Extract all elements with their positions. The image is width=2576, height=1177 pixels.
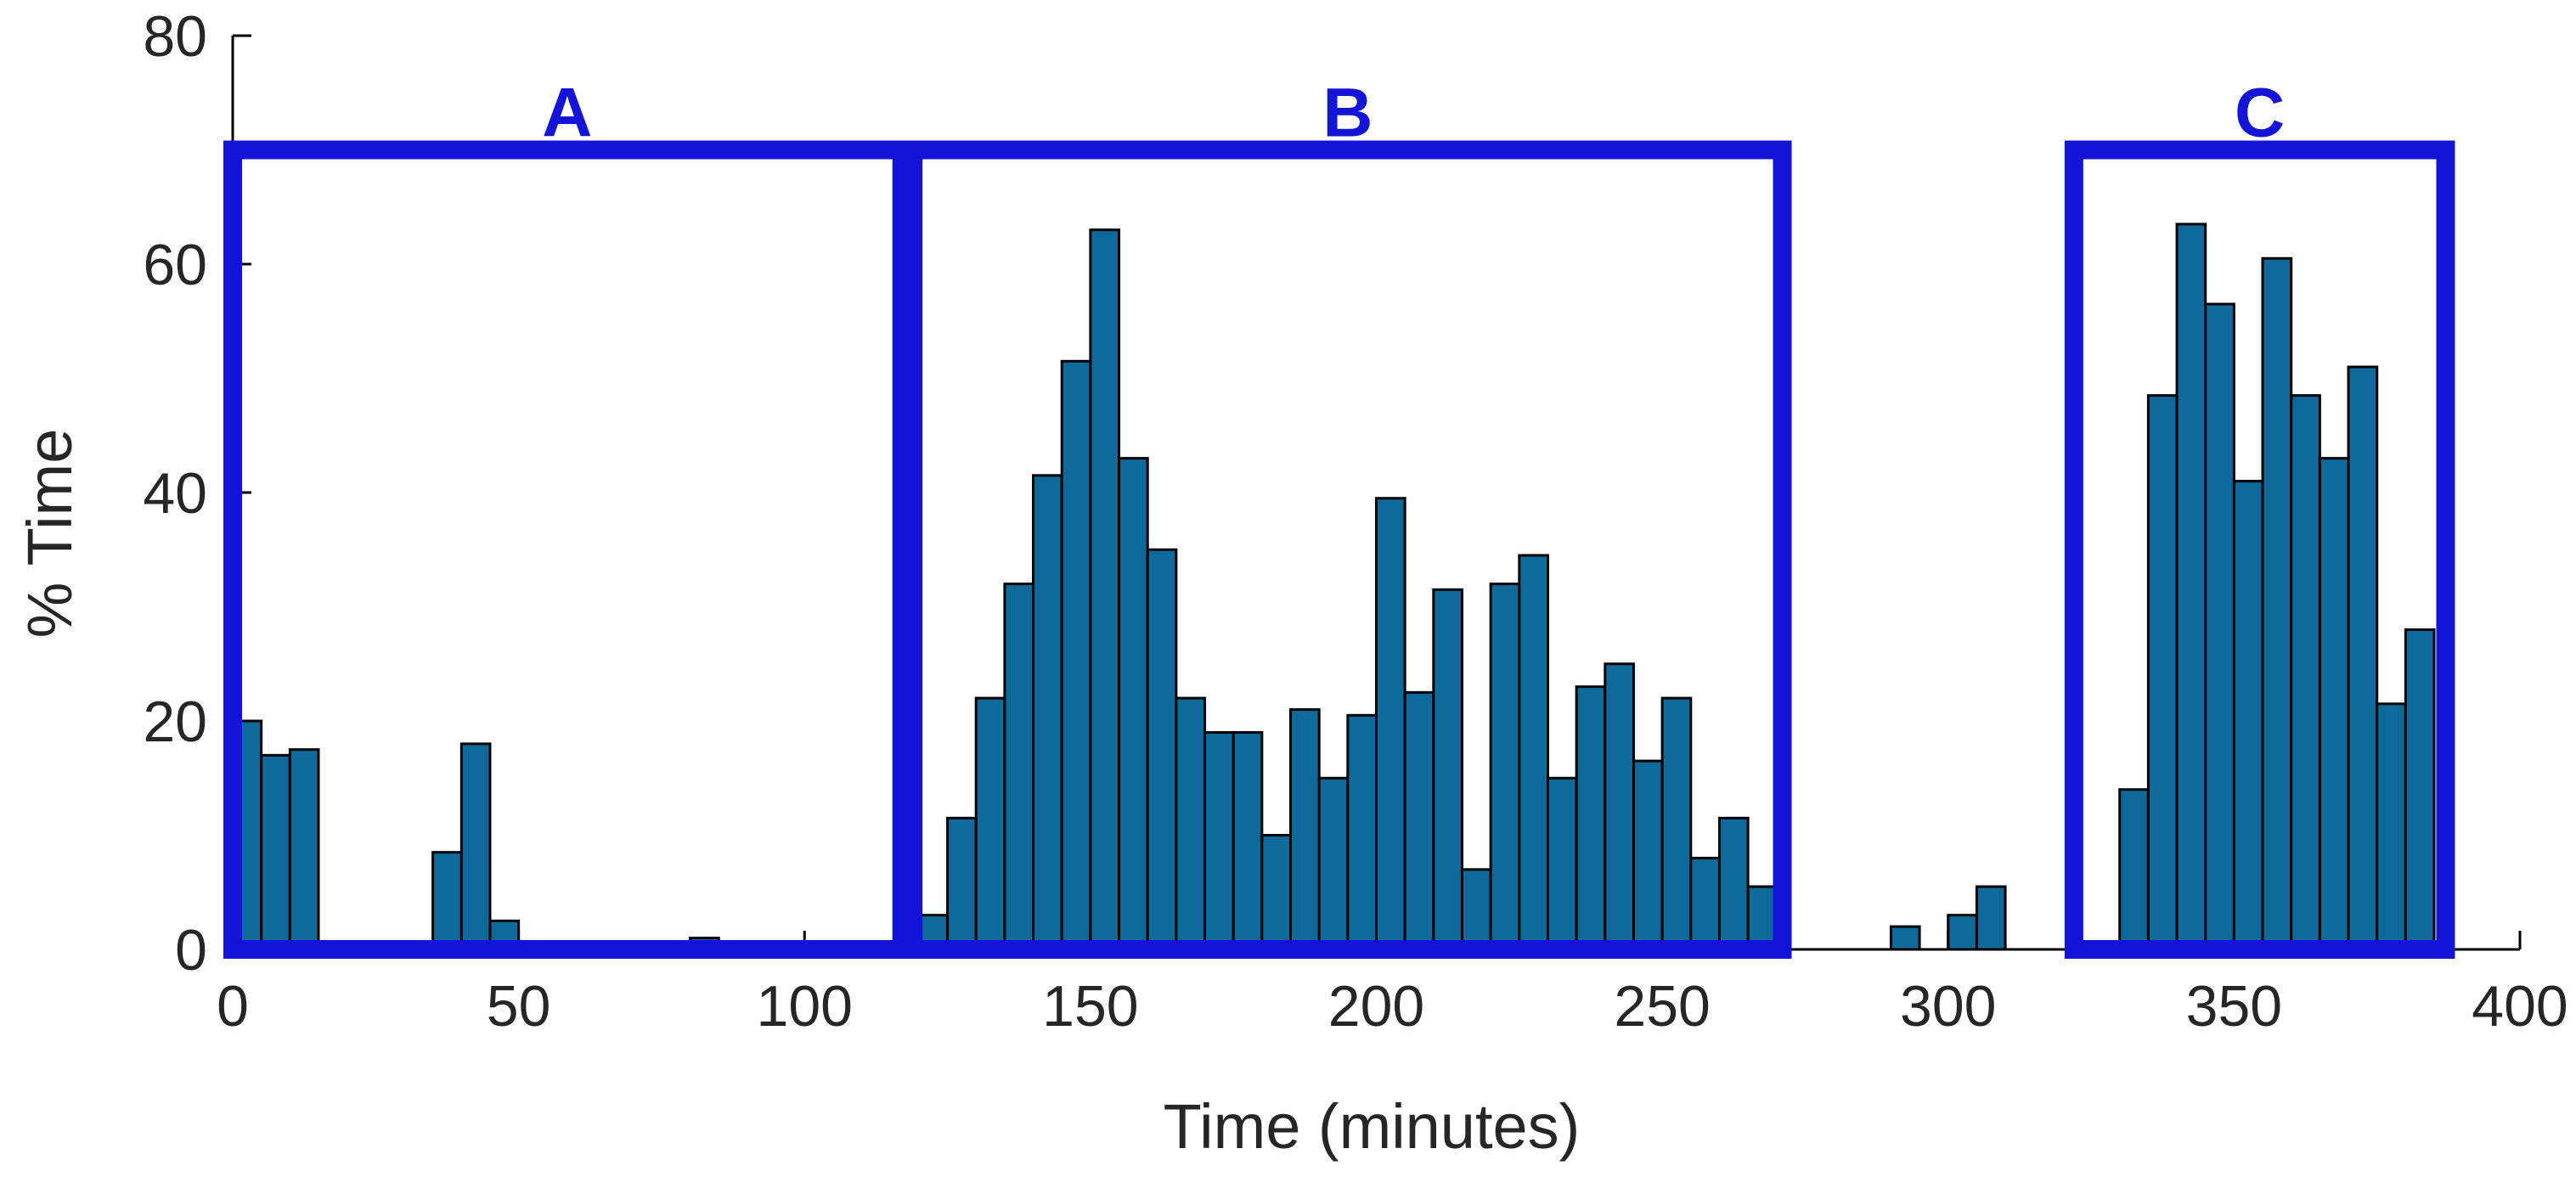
histogram-bar	[431, 851, 463, 951]
y-tick-label: 0	[175, 918, 207, 983]
histogram-bar	[1717, 816, 1750, 951]
histogram-bar	[2175, 222, 2207, 951]
histogram-bar	[260, 753, 291, 951]
y-tick-label: 20	[143, 690, 207, 754]
x-tick-label: 200	[1328, 974, 1424, 1039]
x-tick-label: 300	[1900, 974, 1996, 1039]
histogram-bar	[1118, 457, 1149, 951]
x-tick-label: 250	[1614, 974, 1710, 1039]
histogram-bar	[1175, 696, 1207, 951]
histogram-bar	[2347, 365, 2379, 951]
x-tick-label: 150	[1042, 974, 1138, 1039]
histogram-bar	[1575, 685, 1607, 951]
histogram-bar	[1060, 359, 1092, 951]
x-tick-label: 100	[757, 974, 853, 1039]
y-tick-label: 60	[143, 233, 207, 297]
histogram-bar	[1518, 554, 1549, 951]
histogram-bar	[1203, 730, 1235, 951]
histogram-bar	[1689, 856, 1721, 951]
histogram-bar	[1403, 690, 1435, 951]
histogram-bar	[1489, 583, 1521, 951]
histogram-bar	[1289, 708, 1321, 951]
histogram-bar	[2204, 302, 2235, 951]
histogram-bar	[1260, 834, 1293, 951]
histogram-bar	[2232, 480, 2264, 951]
y-tick-label: 40	[143, 461, 207, 526]
histogram-bar	[2146, 394, 2179, 951]
histogram-bar	[288, 748, 320, 951]
x-tick-label: 400	[2472, 974, 2568, 1039]
histogram-bar	[1604, 662, 1635, 951]
histogram-bar	[2404, 628, 2436, 951]
histogram-bar	[1375, 497, 1406, 951]
histogram-bar	[1889, 925, 1921, 951]
histogram-bar	[2376, 702, 2407, 951]
x-tick-label: 350	[2186, 974, 2282, 1039]
annotation-label-c: C	[2235, 75, 2285, 152]
histogram-bar	[2261, 256, 2293, 951]
histogram-bar	[1003, 583, 1035, 951]
x-tick-label: 0	[217, 974, 249, 1039]
annotation-box-a	[223, 140, 911, 959]
histogram-bar	[1746, 885, 1778, 951]
histogram-bar	[1460, 868, 1492, 951]
tick-labels: 0 50 100 150 200 250 300 350 400 0 20 40 60 80	[143, 4, 2568, 1039]
x-axis-title: Time (minutes)	[1164, 1091, 1581, 1162]
y-tick-label: 80	[143, 4, 207, 69]
annotation-box-b	[904, 140, 1792, 959]
histogram-bar	[946, 816, 978, 951]
histogram-bar	[459, 742, 492, 951]
histogram-bar	[1975, 885, 2007, 951]
histogram-bar	[2290, 394, 2321, 951]
y-axis-title: % Time	[14, 429, 85, 639]
histogram-bar	[2118, 788, 2150, 951]
histogram-bar	[1660, 696, 1693, 951]
histogram-bar	[1947, 914, 1978, 951]
histogram-bar	[1317, 776, 1350, 951]
annotation-label-b: B	[1322, 75, 1373, 152]
annotation-boxes: A B C	[223, 75, 2455, 959]
histogram-bar	[1146, 548, 1178, 951]
x-tick-label: 50	[487, 974, 551, 1039]
histogram-bar	[1632, 759, 1664, 951]
histogram-bar	[1232, 730, 1264, 951]
histogram-bar	[1089, 228, 1121, 951]
histogram-bar	[1032, 474, 1063, 951]
annotation-box-c	[2064, 140, 2455, 959]
histogram-bar	[1432, 588, 1463, 951]
annotation-label-a: A	[542, 75, 592, 152]
histogram-bar	[974, 696, 1006, 951]
bars-layer	[231, 222, 2436, 951]
histogram-bar	[1346, 713, 1378, 951]
histogram-bar	[1546, 776, 1578, 951]
histogram-bar	[2318, 457, 2350, 951]
